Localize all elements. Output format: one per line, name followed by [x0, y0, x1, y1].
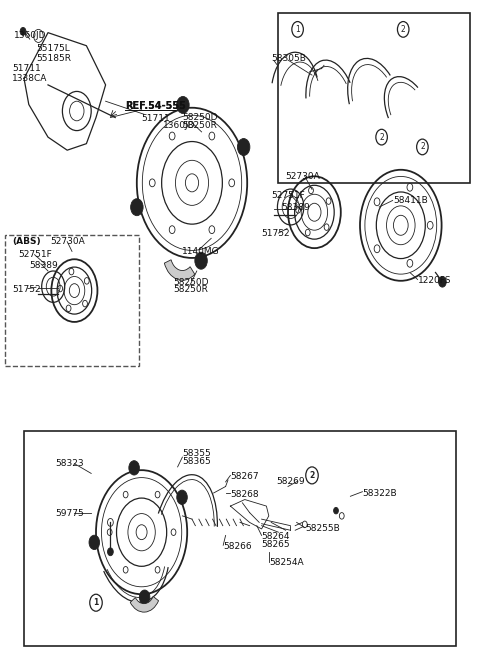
- Text: 52751F: 52751F: [18, 250, 52, 259]
- Circle shape: [439, 277, 446, 287]
- Text: 59775: 59775: [55, 509, 84, 518]
- Text: 2: 2: [379, 133, 384, 142]
- Text: 52730A: 52730A: [286, 172, 320, 181]
- Text: 52751F: 52751F: [271, 191, 305, 200]
- Text: 1360JD: 1360JD: [14, 31, 47, 40]
- Text: 58267: 58267: [230, 472, 259, 481]
- Wedge shape: [130, 596, 158, 612]
- Text: 51711: 51711: [142, 114, 170, 123]
- Text: 58254A: 58254A: [269, 558, 303, 567]
- Circle shape: [89, 535, 99, 550]
- Text: 1: 1: [94, 598, 98, 607]
- Text: (ABS): (ABS): [12, 237, 41, 246]
- Text: 2: 2: [420, 142, 425, 151]
- Text: 1338CA: 1338CA: [12, 74, 48, 83]
- Circle shape: [139, 590, 150, 605]
- Text: 1360JD: 1360JD: [163, 121, 196, 130]
- Text: 58389: 58389: [29, 261, 58, 270]
- Text: 1: 1: [295, 25, 300, 34]
- Text: 58250R: 58250R: [173, 285, 208, 295]
- Text: 55175L: 55175L: [36, 44, 70, 54]
- Bar: [24, 431, 456, 646]
- Text: 51752: 51752: [12, 285, 41, 295]
- Text: REF.54-555: REF.54-555: [125, 101, 186, 111]
- Text: 58250R: 58250R: [182, 121, 217, 130]
- Text: 58411B: 58411B: [394, 196, 428, 205]
- Wedge shape: [164, 260, 195, 280]
- Text: 52730A: 52730A: [50, 237, 85, 246]
- Bar: [278, 13, 470, 183]
- Circle shape: [129, 460, 139, 475]
- Circle shape: [131, 199, 143, 215]
- Text: 58322B: 58322B: [362, 488, 397, 498]
- Text: 1140MG: 1140MG: [182, 247, 220, 256]
- Circle shape: [20, 27, 26, 35]
- Text: 58265: 58265: [262, 540, 290, 549]
- Text: 58269: 58269: [276, 477, 305, 486]
- Circle shape: [195, 252, 207, 269]
- Text: 51752: 51752: [262, 229, 290, 238]
- Text: 51711: 51711: [12, 64, 41, 73]
- Text: 1220FS: 1220FS: [418, 276, 451, 285]
- Circle shape: [177, 490, 187, 505]
- Text: 58268: 58268: [230, 490, 259, 499]
- Text: 58365: 58365: [182, 457, 211, 466]
- Text: 58355: 58355: [182, 449, 211, 458]
- Text: 2: 2: [310, 471, 314, 480]
- Circle shape: [238, 138, 250, 155]
- Text: 58250D: 58250D: [173, 278, 208, 287]
- Text: 58389: 58389: [281, 202, 310, 212]
- Text: REF.54-555: REF.54-555: [125, 101, 186, 111]
- Bar: [5, 235, 139, 366]
- Text: 58323: 58323: [55, 459, 84, 468]
- Circle shape: [177, 97, 189, 114]
- Text: 58264: 58264: [262, 532, 290, 541]
- Text: 58305B: 58305B: [271, 54, 306, 63]
- Text: 58266: 58266: [223, 542, 252, 551]
- Text: 2: 2: [401, 25, 406, 34]
- Text: 58250D: 58250D: [182, 113, 218, 122]
- Text: 58255B: 58255B: [305, 524, 339, 534]
- Circle shape: [334, 507, 338, 514]
- Circle shape: [108, 548, 113, 556]
- Text: 55185R: 55185R: [36, 54, 71, 63]
